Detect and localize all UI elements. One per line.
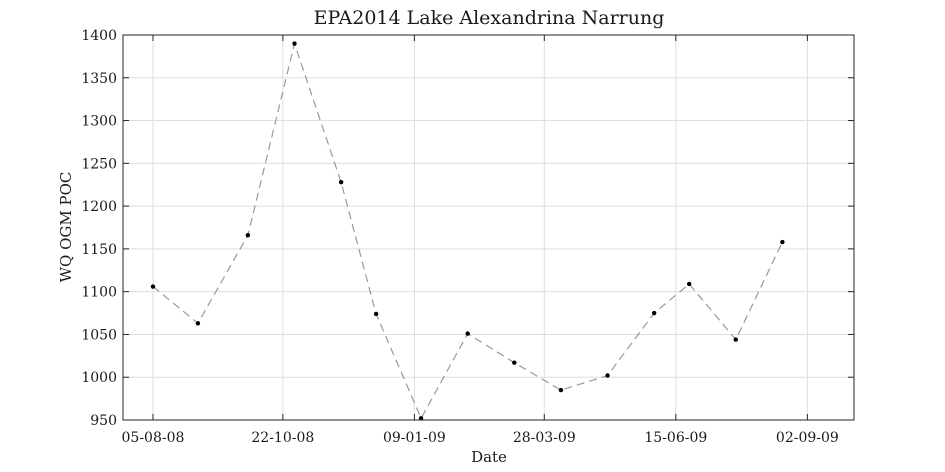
data-point	[195, 321, 201, 326]
y-tick-label: 1250	[81, 156, 117, 172]
data-point	[465, 331, 470, 336]
x-tick-label: 15-06-09	[644, 430, 707, 446]
x-tick-label: 22-10-08	[251, 430, 314, 446]
data-point	[338, 179, 344, 185]
y-tick-label: 950	[90, 413, 117, 429]
grid	[123, 34, 854, 421]
data-point	[651, 310, 657, 316]
y-tick-label: 1000	[81, 370, 117, 386]
y-tick-label: 1400	[81, 28, 117, 44]
data-point	[733, 337, 738, 342]
data-point	[780, 239, 785, 245]
y-tick-label: 1300	[81, 114, 117, 130]
x-tick-label: 28-03-09	[513, 430, 576, 446]
chart-title: EPA2014 Lake Alexandrina Narrung	[314, 7, 665, 29]
x-axis-label: Date	[471, 448, 507, 466]
y-tick-label: 1150	[81, 242, 117, 258]
data-point	[150, 284, 156, 289]
data-point	[605, 373, 610, 378]
data-point	[245, 233, 251, 238]
data-point	[558, 387, 564, 393]
x-tick-label: 02-09-09	[776, 430, 839, 446]
plot-series	[150, 41, 785, 421]
data-point	[686, 281, 692, 287]
y-tick-label: 1050	[81, 327, 117, 343]
x-tick-label: 09-01-09	[383, 430, 446, 446]
data-point	[292, 41, 297, 46]
y-axis-label: WQ OGM POC	[57, 172, 75, 283]
series-line	[152, 41, 783, 420]
y-tick-label: 1200	[81, 199, 117, 215]
y-tick-label: 1100	[81, 285, 117, 301]
data-point	[512, 360, 517, 365]
x-tick-label: 05-08-08	[122, 430, 185, 446]
data-point	[418, 416, 424, 421]
plot-area-frame	[122, 34, 855, 421]
axis-ticks: 950 1000 1050 1100 1150 1200 1250 1300 1350 1400 0…	[81, 28, 854, 446]
data-point	[373, 311, 379, 317]
y-tick-label: 1350	[81, 71, 117, 87]
